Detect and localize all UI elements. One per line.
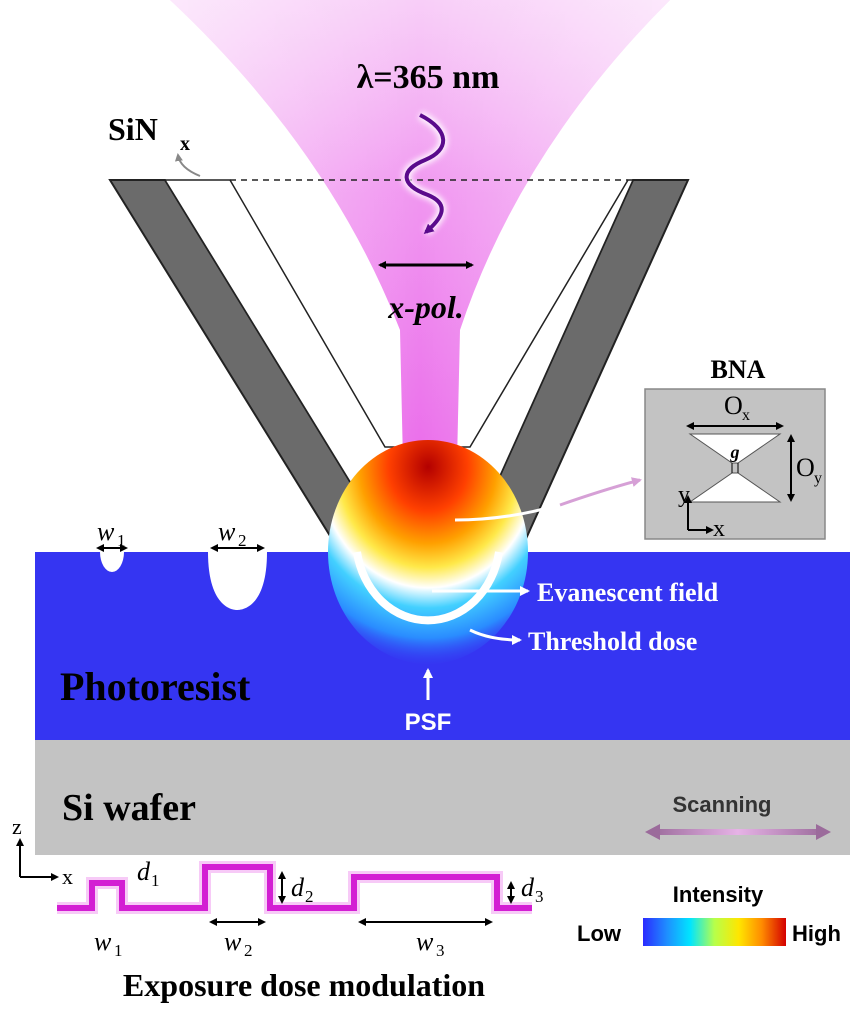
global-axes: z x (12, 814, 73, 889)
d2-label: d (291, 873, 305, 902)
feature-w1-sub: 1 (117, 531, 126, 550)
dose-modulation-waveform (57, 861, 532, 914)
modulation-title: Exposure dose modulation (123, 967, 485, 1003)
bna-gap-label: g (730, 442, 740, 462)
feature-w2-label: w (218, 517, 236, 546)
psf-label: PSF (405, 709, 452, 736)
w1-mod-label: w (94, 927, 112, 956)
threshold-label: Threshold dose (528, 627, 697, 656)
w3-mod-label: w (416, 927, 434, 956)
d1-label: d (137, 857, 151, 886)
bna-oy-label: O (796, 453, 815, 482)
inset-connector-arrow (559, 477, 642, 507)
light-beam (170, 0, 670, 550)
intensity-colorbar (643, 918, 786, 946)
d3-label: d (521, 873, 535, 902)
bna-axis-x-label: x (713, 516, 725, 542)
sinx-pointer-arrow (174, 153, 201, 177)
bna-title: BNA (711, 355, 766, 384)
photoresist-label: Photoresist (60, 664, 251, 709)
threshold-arrow (469, 628, 522, 645)
sinx-text: SiN (108, 111, 158, 147)
d2-sub: 2 (305, 887, 314, 906)
w1-mod-sub: 1 (114, 941, 123, 960)
probe-tip (108, 179, 690, 553)
feature-w2-sub: 2 (238, 531, 247, 550)
feature-w1 (100, 552, 124, 572)
axis-z-label: z (12, 814, 22, 839)
evanescent-label: Evanescent field (537, 578, 719, 607)
photon-wave-icon (402, 110, 448, 236)
feature-w2 (208, 552, 267, 610)
bna-ox-sub: x (742, 407, 750, 424)
bna-inset: BNA g O x O y y x (644, 355, 826, 542)
feature-w1-label: w (97, 517, 115, 546)
w3-mod-sub: 3 (436, 941, 445, 960)
colorbar-title: Intensity (673, 882, 764, 907)
w2-mod-sub: 2 (244, 941, 253, 960)
sinx-label: SiN x (108, 111, 201, 177)
scanning-arrow (652, 829, 824, 835)
bna-axis-y-label: y (678, 482, 690, 508)
polarization-label: x-pol. (387, 289, 464, 325)
si-wafer-layer (35, 740, 850, 855)
si-wafer-label: Si wafer (62, 787, 196, 829)
colorbar-low-label: Low (577, 921, 622, 946)
sinx-subscript: x (180, 133, 190, 155)
bna-ox-label: O (724, 391, 743, 420)
colorbar-high-label: High (792, 921, 841, 946)
wavelength-label: λ=365 nm (357, 59, 500, 96)
scanning-label: Scanning (672, 792, 771, 817)
axis-x-label: x (62, 864, 73, 889)
psf-distribution (328, 440, 528, 664)
bna-oy-sub: y (814, 470, 822, 487)
bna-box (644, 388, 826, 540)
w2-mod-label: w (224, 927, 242, 956)
d3-sub: 3 (535, 887, 544, 906)
d1-sub: 1 (151, 871, 160, 890)
